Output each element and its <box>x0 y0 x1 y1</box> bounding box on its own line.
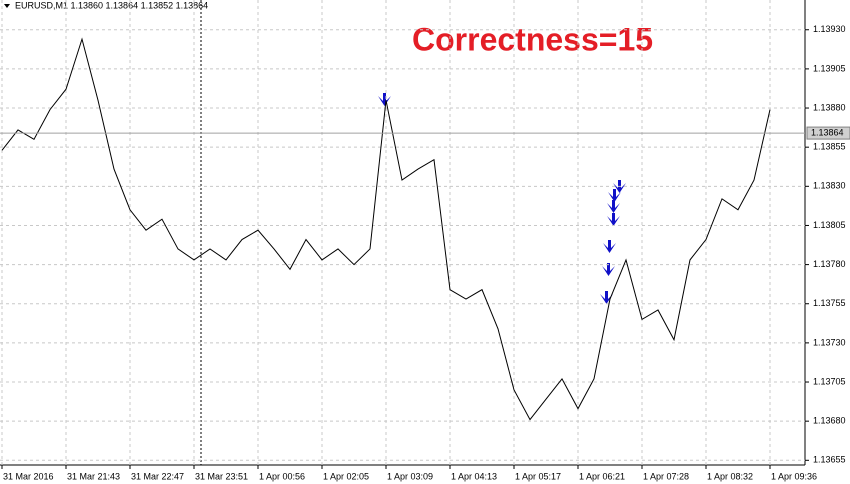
menu-arrow[interactable] <box>4 4 10 8</box>
x-tick-label: 1 Apr 00:56 <box>259 471 305 481</box>
x-tick-label: 31 Mar 2016 <box>3 471 54 481</box>
x-tick-label: 1 Apr 08:32 <box>707 471 753 481</box>
y-tick-label: 1.13930 <box>813 24 846 34</box>
current-price-box <box>806 126 850 140</box>
current-price-label: 1.13864 <box>811 127 844 137</box>
y-tick-label: 1.13655 <box>813 455 846 465</box>
y-tick-label: 1.13830 <box>813 181 846 191</box>
y-tick-label: 1.13680 <box>813 416 846 426</box>
x-tick-label: 31 Mar 23:51 <box>195 471 248 481</box>
x-tick-label: 1 Apr 09:36 <box>771 471 817 481</box>
y-tick-label: 1.13805 <box>813 220 846 230</box>
y-tick-label: 1.13905 <box>813 63 846 73</box>
y-tick-label: 1.13755 <box>813 298 846 308</box>
price-line <box>1 37 771 421</box>
x-tick-label: 1 Apr 04:13 <box>451 471 497 481</box>
x-tick-label: 1 Apr 02:05 <box>323 471 369 481</box>
y-tick-label: 1.13705 <box>813 376 846 386</box>
x-tick-label: 31 Mar 21:43 <box>67 471 120 481</box>
annotation: Correctness=15 <box>412 21 653 57</box>
x-tick-label: 1 Apr 06:21 <box>579 471 625 481</box>
y-tick-label: 1.13855 <box>813 142 846 152</box>
x-tick-label: 31 Mar 22:47 <box>131 471 184 481</box>
y-tick-label: 1.13780 <box>813 259 846 269</box>
x-tick-label: 1 Apr 03:09 <box>387 471 433 481</box>
x-tick-label: 1 Apr 05:17 <box>515 471 561 481</box>
chart-header: EURUSD,M1 1.13860 1.13864 1.13852 1.1386… <box>15 0 208 10</box>
y-tick-label: 1.13730 <box>813 337 846 347</box>
y-tick-label: 1.13880 <box>813 102 846 112</box>
x-tick-label: 1 Apr 07:28 <box>643 471 689 481</box>
